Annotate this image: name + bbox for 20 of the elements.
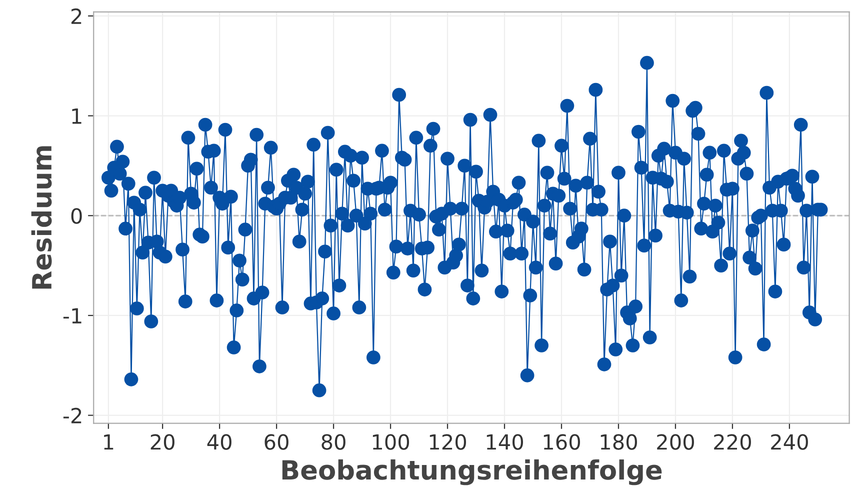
- y-tick-label: -1: [63, 308, 82, 324]
- y-tick-label: -2: [63, 408, 82, 424]
- x-tick-label: 1: [104, 434, 114, 450]
- y-tick-label: 2: [71, 8, 82, 24]
- y-tick-label: 1: [72, 108, 82, 124]
- x-tick-label: 200: [657, 434, 694, 450]
- x-tick-label: 140: [486, 434, 524, 450]
- x-tick-label: 160: [544, 434, 580, 450]
- x-axis-title: Beobachtungsreihenfolge: [282, 459, 662, 486]
- x-tick-label: 100: [372, 434, 410, 450]
- x-tick-label: 80: [322, 434, 346, 450]
- x-tick-label: 180: [600, 434, 637, 450]
- x-tick-label: 40: [207, 434, 232, 450]
- x-tick-label: 20: [150, 434, 174, 450]
- y-tick-label: 0: [71, 208, 82, 224]
- x-tick-label: 120: [430, 434, 466, 450]
- x-tick-label: 220: [714, 434, 751, 450]
- x-tick-label: 60: [264, 434, 288, 450]
- y-axis-title: Residuum: [31, 146, 52, 289]
- x-tick-label: 240: [771, 434, 808, 450]
